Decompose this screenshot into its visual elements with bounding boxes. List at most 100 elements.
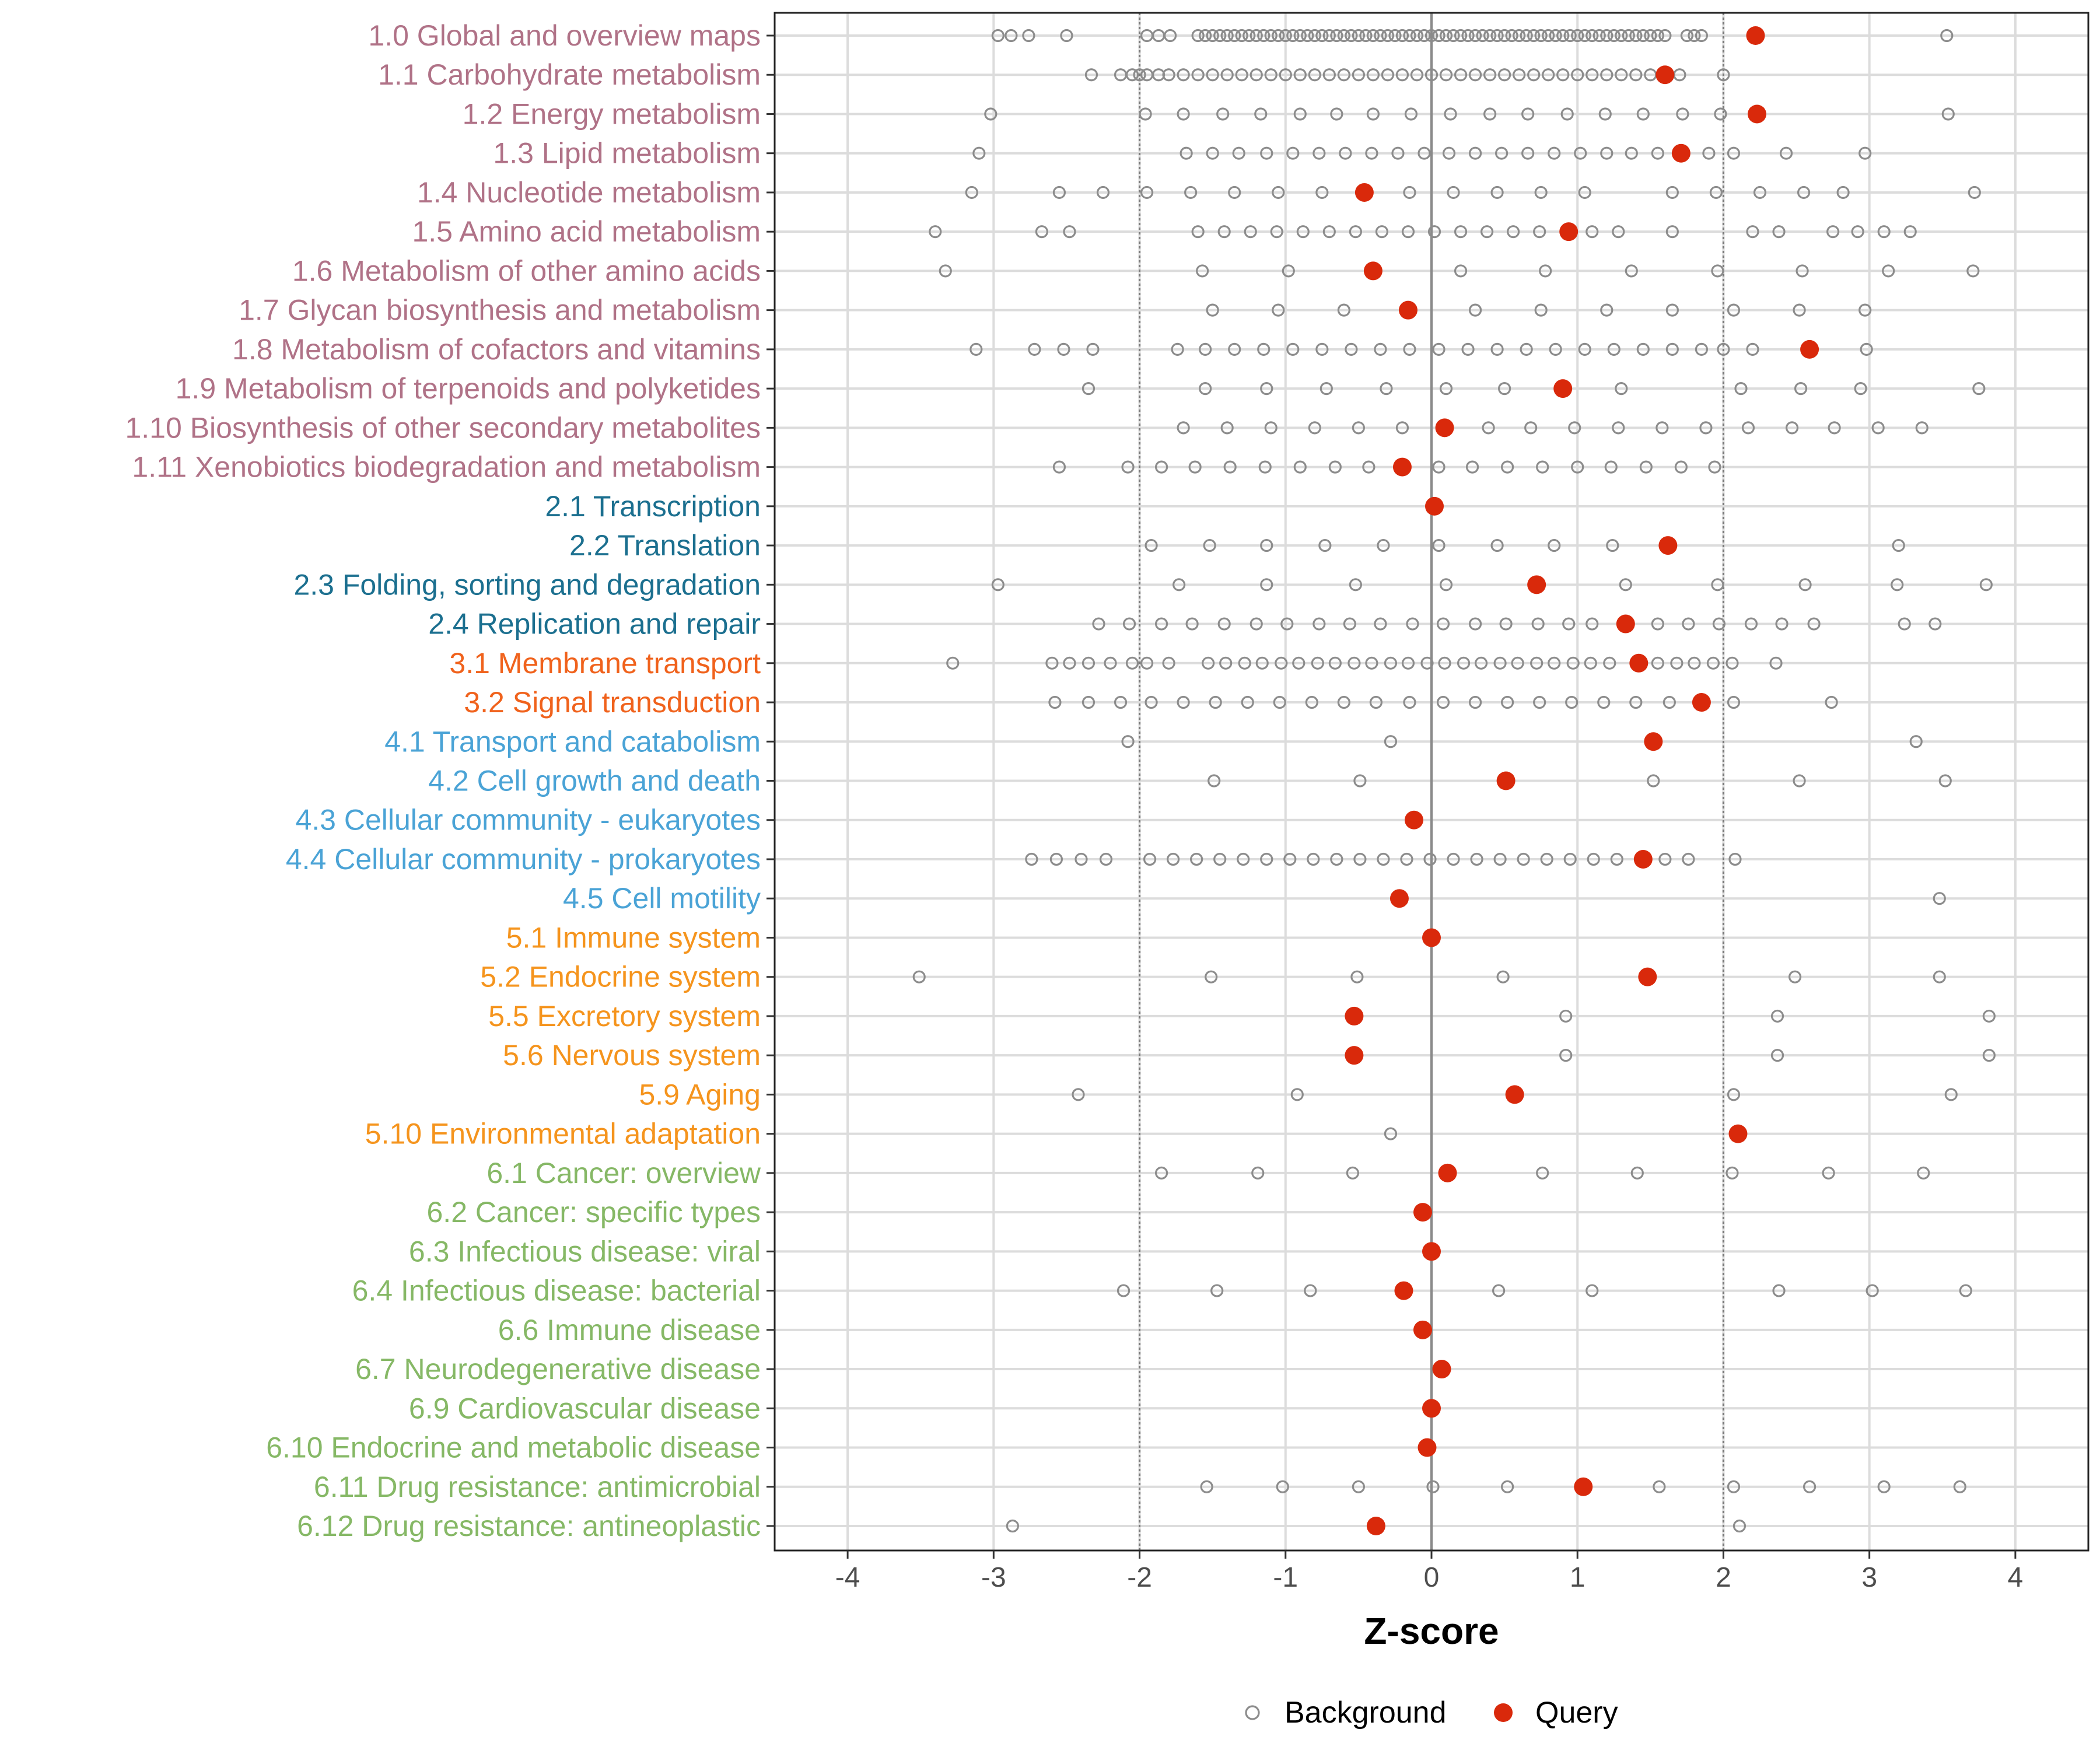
background-point bbox=[1622, 29, 1635, 43]
background-point bbox=[1772, 225, 1786, 239]
background-point bbox=[1353, 774, 1367, 788]
background-point bbox=[1982, 1049, 1996, 1062]
background-point bbox=[1586, 1284, 1599, 1297]
background-point bbox=[1381, 29, 1395, 43]
background-point bbox=[1283, 852, 1297, 866]
y-tick-label: 4.2 Cell growth and death bbox=[428, 765, 761, 797]
background-point bbox=[1322, 29, 1336, 43]
background-point bbox=[1726, 656, 1739, 670]
background-point bbox=[1352, 421, 1365, 435]
background-point bbox=[1092, 617, 1105, 631]
background-point bbox=[1549, 29, 1562, 43]
background-point bbox=[1272, 29, 1285, 43]
background-point bbox=[1727, 1480, 1741, 1493]
query-point bbox=[1747, 104, 1766, 124]
background-point bbox=[1571, 29, 1584, 43]
background-point bbox=[1586, 225, 1599, 239]
background-point bbox=[1420, 656, 1434, 670]
background-point bbox=[1457, 656, 1471, 670]
background-point bbox=[1898, 617, 1911, 631]
background-point bbox=[1167, 852, 1180, 866]
background-point bbox=[1825, 695, 1838, 709]
y-tick-label: 5.9 Aging bbox=[639, 1078, 761, 1111]
y-tick-label: 5.10 Environmental adaptation bbox=[365, 1118, 761, 1150]
background-point bbox=[1057, 342, 1070, 356]
y-tick-label: 1.11 Xenobiotics biodegradation and meta… bbox=[132, 451, 761, 484]
y-tick-label: 3.2 Signal transduction bbox=[464, 686, 761, 719]
background-point bbox=[1436, 617, 1450, 631]
background-point bbox=[1279, 29, 1292, 43]
background-point bbox=[1559, 1049, 1573, 1062]
background-point bbox=[1644, 29, 1657, 43]
query-point bbox=[1425, 496, 1444, 516]
y-tick-label: 1.4 Nucleotide metabolism bbox=[417, 176, 761, 209]
background-point bbox=[1727, 1088, 1741, 1101]
background-point bbox=[1493, 656, 1507, 670]
query-point bbox=[1392, 457, 1412, 477]
background-point bbox=[1308, 29, 1321, 43]
background-point bbox=[1348, 656, 1361, 670]
y-tick-label: 1.5 Amino acid metabolism bbox=[412, 215, 761, 248]
background-point bbox=[1483, 68, 1497, 82]
background-point bbox=[1060, 29, 1073, 43]
background-point bbox=[1929, 617, 1942, 631]
background-point bbox=[1177, 421, 1190, 435]
background-point bbox=[1439, 29, 1453, 43]
y-tick-label: 1.8 Metabolism of cofactors and vitamins bbox=[232, 333, 761, 366]
background-point bbox=[1708, 460, 1721, 474]
background-point bbox=[1345, 29, 1358, 43]
background-point bbox=[1401, 225, 1415, 239]
query-point bbox=[1438, 1163, 1457, 1182]
x-tick-label: -2 bbox=[1127, 1562, 1152, 1593]
background-point bbox=[1612, 421, 1625, 435]
background-point bbox=[1465, 460, 1479, 474]
y-tick-label: 5.5 Excretory system bbox=[488, 1000, 761, 1032]
background-point bbox=[1607, 29, 1620, 43]
background-point bbox=[1454, 225, 1468, 239]
y-tick-label: 1.7 Glycan biosynthesis and metabolism bbox=[239, 294, 761, 327]
background-point bbox=[1328, 460, 1342, 474]
legend: Background Query bbox=[1245, 1696, 1618, 1730]
background-point bbox=[1206, 303, 1219, 317]
background-point bbox=[1048, 695, 1062, 709]
background-point bbox=[1022, 29, 1035, 43]
background-point bbox=[984, 107, 998, 121]
background-point bbox=[1779, 146, 1793, 160]
background-point bbox=[1337, 29, 1350, 43]
background-point bbox=[1619, 578, 1632, 592]
y-tick-label: 5.6 Nervous system bbox=[503, 1039, 761, 1072]
x-axis-title: Z-score bbox=[1364, 1610, 1499, 1652]
background-point bbox=[1216, 107, 1230, 121]
background-point bbox=[1345, 342, 1358, 356]
y-tick-label: 1.0 Global and overview maps bbox=[368, 19, 761, 52]
background-point bbox=[1217, 225, 1231, 239]
background-point bbox=[1140, 186, 1154, 200]
background-point bbox=[1339, 146, 1352, 160]
background-point bbox=[1728, 852, 1742, 866]
background-point bbox=[1114, 695, 1128, 709]
background-point bbox=[1454, 68, 1468, 82]
background-point bbox=[1636, 107, 1650, 121]
background-point bbox=[1803, 1480, 1817, 1493]
background-point bbox=[1366, 29, 1380, 43]
y-tick-label: 2.4 Replication and repair bbox=[428, 608, 761, 640]
background-point bbox=[1293, 107, 1307, 121]
background-point bbox=[1597, 695, 1611, 709]
y-tick-label: 5.2 Endocrine system bbox=[480, 961, 761, 993]
background-point bbox=[1286, 146, 1300, 160]
background-point bbox=[1695, 29, 1709, 43]
background-point bbox=[1244, 225, 1257, 239]
background-point bbox=[1406, 617, 1419, 631]
background-point bbox=[1578, 29, 1591, 43]
background-point bbox=[1426, 1480, 1440, 1493]
background-point bbox=[1587, 852, 1600, 866]
background-point bbox=[1483, 107, 1497, 121]
query-point bbox=[1413, 1320, 1432, 1339]
background-point bbox=[1521, 146, 1535, 160]
background-point bbox=[1410, 29, 1424, 43]
background-point bbox=[939, 264, 952, 278]
background-point bbox=[1322, 225, 1336, 239]
background-point bbox=[1096, 186, 1110, 200]
background-point bbox=[1264, 29, 1278, 43]
background-point bbox=[1330, 107, 1343, 121]
